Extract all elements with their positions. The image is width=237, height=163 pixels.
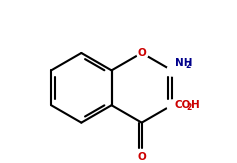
Text: O: O (137, 48, 146, 58)
Text: CO: CO (175, 100, 191, 110)
Text: NH: NH (175, 58, 192, 68)
Text: H: H (191, 100, 200, 110)
Text: 2: 2 (186, 103, 191, 112)
Text: 2: 2 (185, 61, 190, 70)
Text: O: O (137, 152, 146, 162)
